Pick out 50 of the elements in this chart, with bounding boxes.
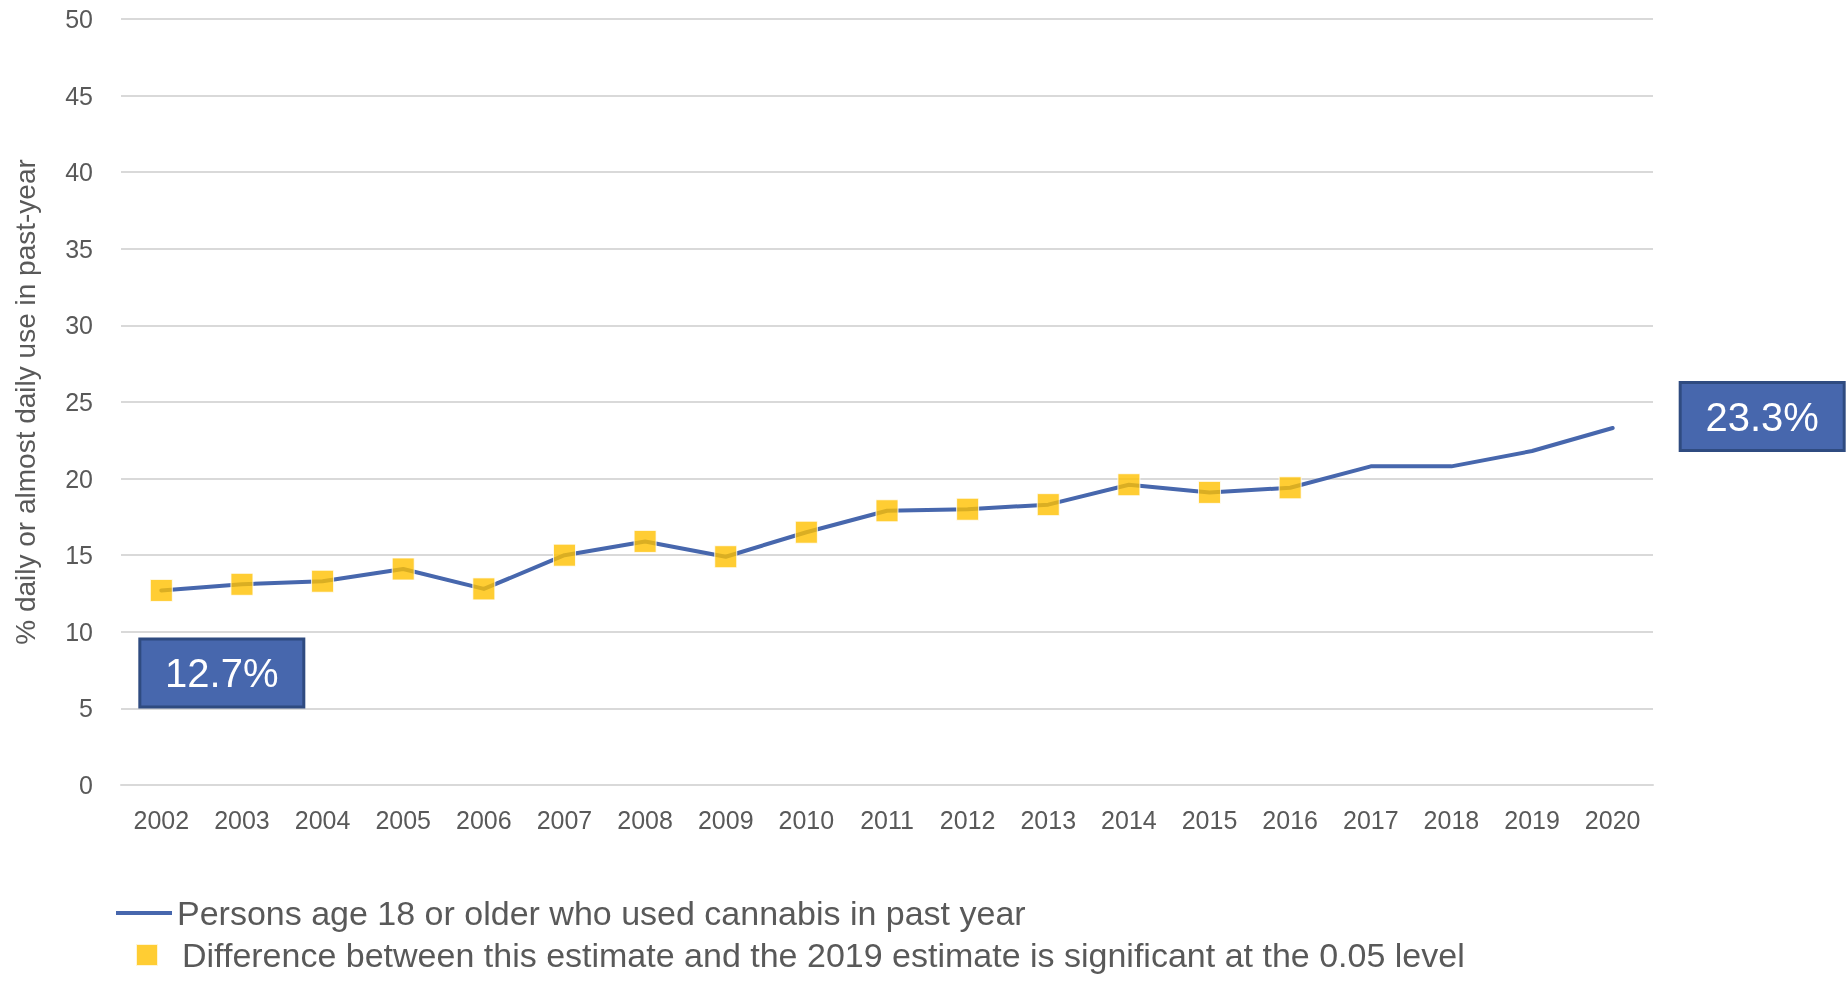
point (875, 499, 899, 523)
x-tick-label: 2007 (536, 805, 593, 834)
point (1117, 473, 1141, 497)
point (472, 577, 496, 601)
x-tick-label: 2012 (939, 805, 996, 834)
y-tick-label: 45 (65, 81, 93, 110)
point (1036, 493, 1060, 517)
y-tick-label: 15 (65, 541, 93, 570)
x-tick-label: 2019 (1504, 805, 1560, 834)
x-tick-label: 2009 (697, 805, 754, 834)
x-tick-label: 2005 (375, 805, 432, 834)
y-tick-label: 10 (65, 617, 93, 646)
point (633, 529, 657, 553)
y-tick-label: 50 (65, 5, 93, 33)
y-tick-label: 35 (65, 234, 93, 263)
annotation: 12.7% (165, 650, 279, 695)
point (1278, 476, 1302, 500)
x-tick-label: 2006 (456, 805, 512, 834)
point (714, 545, 738, 569)
x-tick-label: 2004 (294, 805, 351, 834)
x-tick-label: 2016 (1262, 805, 1318, 834)
y-tick-label: 5 (79, 694, 93, 723)
annotation: 23.3% (1705, 394, 1819, 439)
x-tick-label: 2015 (1181, 805, 1238, 834)
y-tick-label: 40 (65, 158, 93, 187)
x-tick-label: 2010 (778, 805, 835, 834)
y-tick-label: 25 (65, 388, 93, 416)
legend-label: Difference between this estimate and the 2019 estimate is significant at the 0.05 level (182, 936, 1465, 974)
x-tick-label: 2008 (617, 805, 673, 834)
x-tick-label: 2017 (1342, 805, 1399, 834)
x-tick-label: 2014 (1101, 805, 1157, 834)
point (230, 572, 254, 596)
x-tick-label: 2013 (1020, 805, 1077, 834)
point (391, 557, 415, 581)
x-tick-label: 2002 (133, 805, 190, 834)
point (149, 578, 173, 602)
x-tick-label: 2003 (214, 805, 270, 834)
point (794, 520, 818, 544)
y-axis-title: % daily or almost daily use in past-year (9, 159, 41, 645)
point (1198, 480, 1222, 504)
y-tick-label: 0 (79, 771, 93, 799)
x-tick-label: 2018 (1423, 805, 1480, 834)
y-tick-label: 20 (65, 464, 93, 493)
point (311, 569, 335, 593)
y-tick-label: 30 (65, 311, 93, 340)
x-tick-label: 2011 (860, 805, 914, 834)
x-tick-label: 2020 (1584, 805, 1641, 834)
point (552, 543, 576, 567)
point (956, 497, 980, 521)
legend-label: Persons age 18 or older who used cannabis in past year (177, 894, 1026, 932)
